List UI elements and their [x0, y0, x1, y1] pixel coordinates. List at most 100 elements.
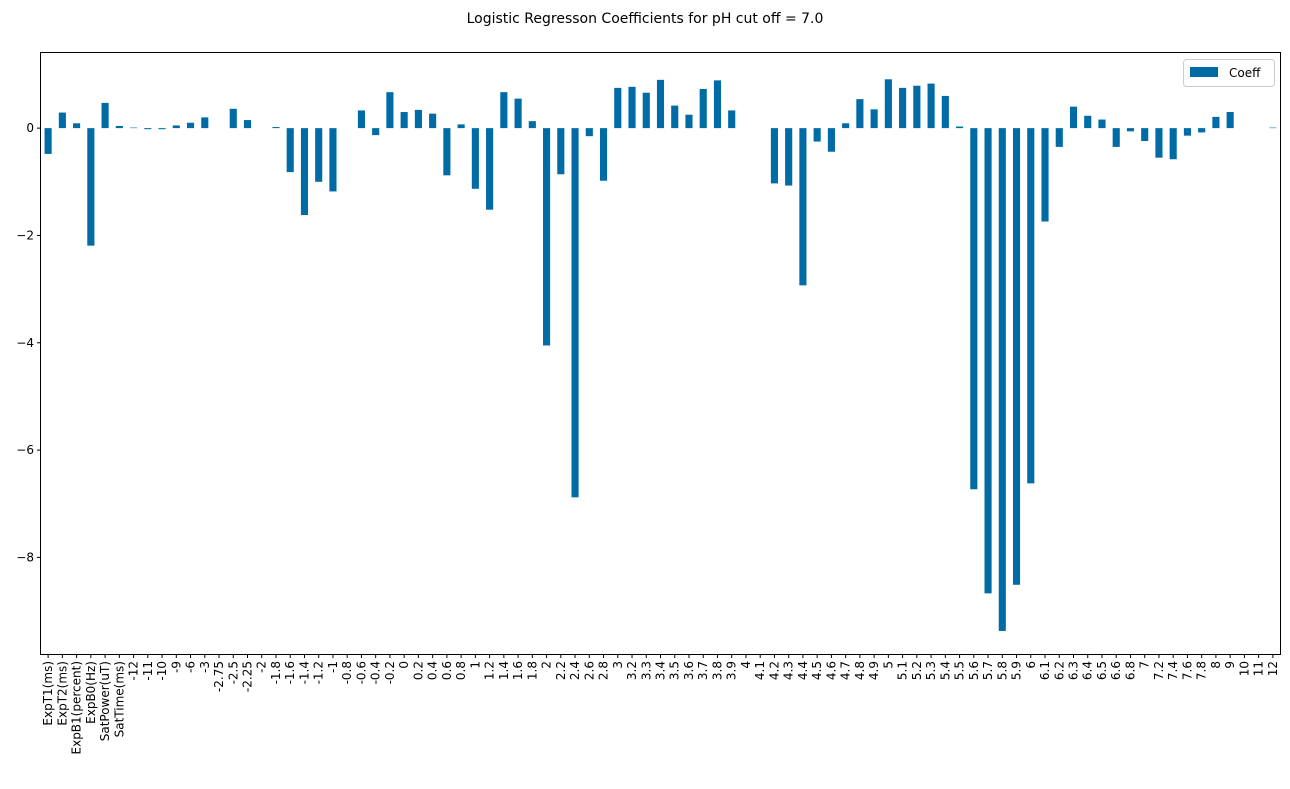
bar-3.2 — [628, 86, 636, 129]
bar-3.8 — [713, 80, 722, 129]
x-tick-label: -1.6 — [283, 661, 297, 684]
x-tick-label: 6.2 — [1052, 661, 1066, 680]
legend-label-coeff: Coeff — [1229, 66, 1261, 80]
legend: Coeff — [1183, 59, 1275, 87]
x-tick-label: 6.3 — [1067, 661, 1081, 680]
bar-0 — [400, 112, 408, 129]
bar-6.4 — [1084, 115, 1092, 129]
bar-SatPower(uT) — [101, 102, 109, 129]
x-tick-label: 6.6 — [1109, 661, 1123, 680]
bar-3.5 — [671, 105, 679, 129]
x-tick-label: -11 — [141, 661, 155, 681]
x-tick-label: -1.8 — [269, 661, 283, 684]
x-tick-label: 3.5 — [668, 661, 682, 680]
bar-4.7 — [842, 123, 850, 129]
x-tick-label: ExpT1(ms) — [41, 661, 55, 726]
x-tick-label: 5.8 — [995, 661, 1009, 680]
bar-7 — [1141, 128, 1149, 142]
bar-3.3 — [642, 92, 650, 129]
bar-SatTime(ms) — [115, 125, 123, 129]
bar-ExpB0(Hz) — [87, 128, 95, 246]
bar-0.2 — [414, 109, 422, 129]
x-tick-label: 4.3 — [782, 661, 796, 680]
x-tick-label: 4.6 — [824, 661, 838, 680]
bar-1.6 — [514, 98, 522, 129]
x-tick-label: -0.6 — [354, 661, 368, 684]
x-tick-label: ExpB0(Hz) — [84, 661, 98, 724]
bar--0.2 — [386, 92, 394, 129]
bars-layer — [44, 79, 1277, 631]
x-tick-label: -12 — [127, 661, 141, 681]
bar-4.5 — [813, 128, 821, 142]
x-tick-label: 4.5 — [810, 661, 824, 680]
x-tick-label: ExpB1(percent) — [70, 661, 84, 755]
x-tick-label: 11 — [1252, 661, 1266, 676]
x-tick-label: -1 — [326, 661, 340, 673]
x-tick-label: -1.4 — [297, 661, 311, 684]
bar-5.6 — [970, 128, 978, 490]
y-tick-label: −8 — [16, 550, 34, 564]
x-tick-label: 7 — [1138, 661, 1152, 669]
bar--1.8 — [272, 127, 280, 129]
x-tick-label: 2 — [540, 661, 554, 669]
bar-5.7 — [984, 128, 992, 594]
plot-frame — [40, 52, 1281, 655]
bar-0.4 — [429, 113, 437, 129]
bar-4.3 — [785, 128, 793, 186]
bar-ExpT1(ms) — [44, 128, 52, 154]
bar-4.4 — [799, 128, 807, 286]
x-tick-label: -10 — [155, 661, 169, 681]
bar-5.8 — [998, 128, 1006, 631]
x-tick-label: 2.4 — [568, 661, 582, 680]
x-tick-label: 1.2 — [483, 661, 497, 680]
x-tick-label: 7.6 — [1180, 661, 1194, 680]
x-tick-label: 6 — [1024, 661, 1038, 669]
bar--1 — [329, 128, 337, 192]
bar--2.5 — [229, 108, 237, 129]
x-tick-label: 7.2 — [1152, 661, 1166, 680]
x-tick-label: -0.4 — [369, 661, 383, 684]
bar-9 — [1226, 112, 1234, 129]
x-tick-label: -6 — [184, 661, 198, 673]
bar-2.2 — [557, 128, 565, 175]
bar--0.4 — [372, 128, 380, 136]
x-tick-label: 5.3 — [924, 661, 938, 680]
x-tick-label: 8 — [1209, 661, 1223, 669]
bar-1.4 — [500, 92, 508, 129]
x-tick-label: 5 — [881, 661, 895, 669]
bar-0.8 — [457, 124, 465, 129]
bar-3.9 — [728, 110, 736, 129]
x-tick-label: 5.2 — [910, 661, 924, 680]
x-tick-label: 3.3 — [639, 661, 653, 680]
y-tick-label: 0 — [26, 121, 34, 135]
bar--9 — [172, 125, 180, 129]
x-tick-label: -2.25 — [241, 661, 255, 692]
bar-2.8 — [599, 128, 608, 181]
bar-3.7 — [699, 88, 707, 129]
bar--1.6 — [286, 128, 294, 173]
x-tick-label: 3.9 — [725, 661, 739, 680]
x-tick-label: 3.2 — [625, 661, 639, 680]
bar-7.2 — [1155, 128, 1163, 158]
bar-8 — [1212, 116, 1220, 129]
x-tick-label: 1.8 — [525, 661, 539, 680]
bar-2 — [543, 128, 551, 346]
x-tick-label: 4.9 — [867, 661, 881, 680]
x-tick-label: 3.8 — [710, 661, 724, 680]
y-tick-label: −2 — [16, 228, 34, 242]
x-tick-label: SatTime(ms) — [112, 661, 126, 737]
x-tick-label: 4.8 — [853, 661, 867, 680]
x-tick-label: 7.8 — [1195, 661, 1209, 680]
bar-4.6 — [827, 128, 835, 152]
x-tick-label: 6.8 — [1123, 661, 1137, 680]
x-tick-label: 3.7 — [696, 661, 710, 680]
bar-4.9 — [870, 109, 878, 129]
x-tick-label: -2.75 — [212, 661, 226, 692]
x-tick-label: 5.5 — [953, 661, 967, 680]
x-tick-label: 5.9 — [1010, 661, 1024, 680]
bar-12 — [1269, 127, 1277, 129]
bar-5.2 — [913, 85, 921, 129]
chart-title: Logistic Regresson Coefficients for pH c… — [467, 11, 824, 27]
bar-7.6 — [1183, 128, 1191, 136]
x-tick-label: 0 — [397, 661, 411, 669]
